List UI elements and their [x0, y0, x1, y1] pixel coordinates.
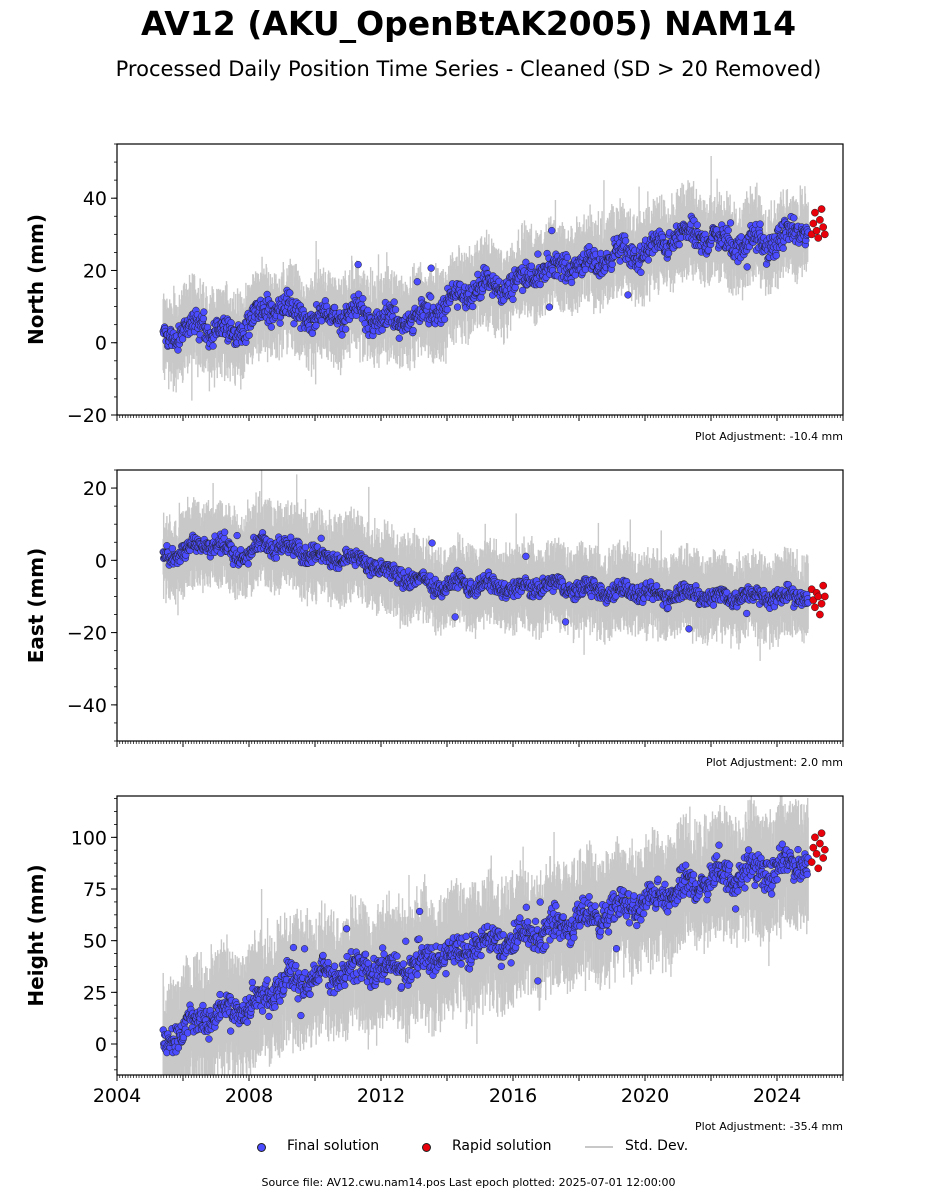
final-solution-point: [308, 329, 317, 337]
final-solution-point: [427, 293, 435, 301]
final-solution-point: [536, 280, 544, 289]
final-solution-point: [664, 249, 673, 257]
final-solution-point: [675, 241, 683, 249]
final-solution-point: [469, 302, 477, 311]
final-solution-point: [178, 335, 187, 343]
final-solution-point: [548, 226, 556, 235]
rapid-solution-point: [809, 219, 818, 228]
final-solution-point: [290, 320, 298, 328]
final-solution-point: [453, 303, 462, 311]
final-solution-point: [534, 250, 542, 258]
y-tick-label: 40: [83, 188, 107, 210]
final-solution-point: [779, 244, 787, 252]
y-tick-label: 0: [95, 333, 107, 355]
final-solution-point: [330, 303, 339, 312]
final-solution-point: [756, 220, 764, 228]
y-axis-label: North (mm): [24, 214, 48, 345]
final-solution-point: [624, 291, 632, 299]
final-solution-point: [199, 315, 208, 323]
final-solution-point: [743, 263, 751, 271]
final-solution-point: [359, 294, 367, 303]
final-solution-point: [391, 306, 400, 314]
final-solution-point: [413, 278, 421, 286]
final-solution-point: [563, 253, 572, 262]
final-solution-point: [440, 315, 449, 323]
plot-area: [159, 155, 829, 401]
final-solution-point: [790, 214, 798, 222]
final-solution-points: [159, 212, 812, 354]
rapid-solution-point: [816, 216, 824, 224]
final-solution-point: [622, 237, 630, 245]
final-solution-point: [527, 262, 536, 270]
y-tick-label: 20: [83, 260, 107, 282]
final-solution-point: [342, 325, 350, 333]
final-solution-point: [267, 323, 275, 331]
plot-adjustment-note: Plot Adjustment: -10.4 mm: [695, 430, 843, 443]
final-solution-point: [209, 342, 217, 350]
final-solution-point: [390, 298, 398, 306]
final-solution-point: [200, 308, 208, 316]
y-tick-label: −20: [67, 405, 107, 427]
final-solution-point: [772, 251, 780, 260]
final-solution-point: [286, 289, 294, 297]
chart-subtitle: Processed Daily Position Time Series - C…: [115, 57, 822, 81]
rapid-solution-point: [812, 226, 821, 235]
rapid-solution-point: [811, 208, 819, 217]
rapid-solution-points: [807, 205, 829, 242]
final-solution-point: [637, 268, 645, 276]
final-solution-point: [693, 221, 701, 229]
rapid-solution-point: [814, 234, 823, 242]
rapid-solution-point: [819, 223, 828, 231]
final-solution-point: [378, 326, 386, 334]
final-solution-point: [245, 331, 253, 339]
final-solution-point: [567, 278, 576, 287]
final-solution-point: [644, 256, 652, 264]
final-solution-point: [726, 219, 735, 227]
rapid-solution-point: [821, 230, 829, 239]
final-solution-point: [608, 260, 616, 268]
std-dev-bars: [162, 470, 809, 661]
final-solution-point: [509, 295, 517, 304]
rapid-solution-point: [817, 205, 826, 213]
final-solution-point: [545, 303, 554, 311]
plot-area: [159, 470, 829, 661]
final-solution-point: [354, 260, 362, 269]
final-solution-point: [724, 226, 732, 234]
final-solution-point: [338, 331, 346, 339]
final-solution-point: [518, 286, 527, 295]
final-solution-point: [395, 334, 403, 342]
north-panel: −20 0 20 40 North (mm) Plot Adjustment: -10.4…: [24, 143, 844, 443]
final-solution-point: [409, 326, 417, 335]
final-solution-point: [427, 264, 435, 272]
final-solution-point: [354, 290, 363, 298]
final-solution-point: [174, 346, 182, 354]
final-solution-point: [276, 319, 284, 327]
chart-title: AV12 (AKU_OpenBtAK2005) NAM14: [140, 4, 797, 43]
final-solution-point: [443, 305, 451, 314]
final-solution-point: [312, 321, 320, 330]
